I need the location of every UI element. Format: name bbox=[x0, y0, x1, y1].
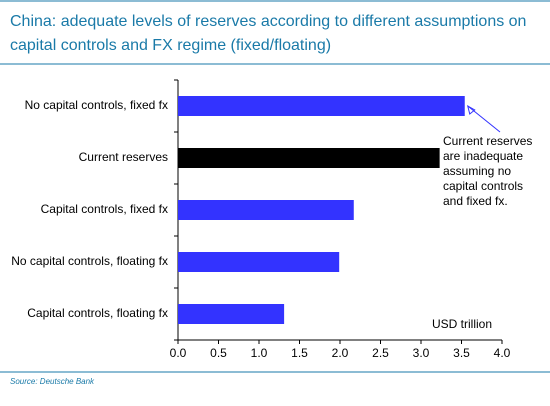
chart-title: capital controls and FX regime (fixed/fl… bbox=[10, 37, 331, 54]
x-tick-label: 3.5 bbox=[453, 346, 470, 360]
annotation: are inadequate bbox=[443, 149, 523, 163]
annotation: capital controls bbox=[443, 179, 523, 193]
x-tick-label: 4.0 bbox=[494, 346, 511, 360]
x-tick-label: 2.0 bbox=[332, 346, 349, 360]
bar bbox=[178, 200, 354, 220]
annotation-arrowhead bbox=[466, 104, 476, 115]
x-tick-label: 0.5 bbox=[210, 346, 227, 360]
x-tick-label: 1.0 bbox=[251, 346, 268, 360]
x-tick-label: 3.0 bbox=[413, 346, 430, 360]
y-tick-label: Current reserves bbox=[79, 150, 168, 164]
annotation: Current reserves bbox=[443, 134, 532, 148]
annotation-arrow bbox=[467, 105, 501, 133]
y-tick-label: Capital controls, fixed fx bbox=[41, 202, 168, 216]
y-tick-label: No capital controls, floating fx bbox=[11, 254, 168, 268]
bar bbox=[178, 148, 440, 168]
bar bbox=[178, 304, 285, 324]
annotation-box bbox=[440, 133, 540, 209]
source: Source: Deutsche Bank bbox=[10, 377, 95, 386]
chart-title: China: adequate levels of reserves accor… bbox=[10, 13, 526, 30]
x-tick-label: 2.5 bbox=[372, 346, 389, 360]
y-tick-label: No capital controls, fixed fx bbox=[25, 98, 168, 112]
bar bbox=[178, 96, 465, 116]
annotation: assuming no bbox=[443, 164, 511, 178]
bar bbox=[178, 252, 340, 272]
y-tick-label: Capital controls, floating fx bbox=[27, 306, 168, 320]
annotation: and fixed fx. bbox=[443, 194, 508, 208]
x-tick-label: 1.5 bbox=[291, 346, 308, 360]
x-axis-label: USD trillion bbox=[432, 317, 492, 331]
x-tick-label: 0.0 bbox=[170, 346, 187, 360]
